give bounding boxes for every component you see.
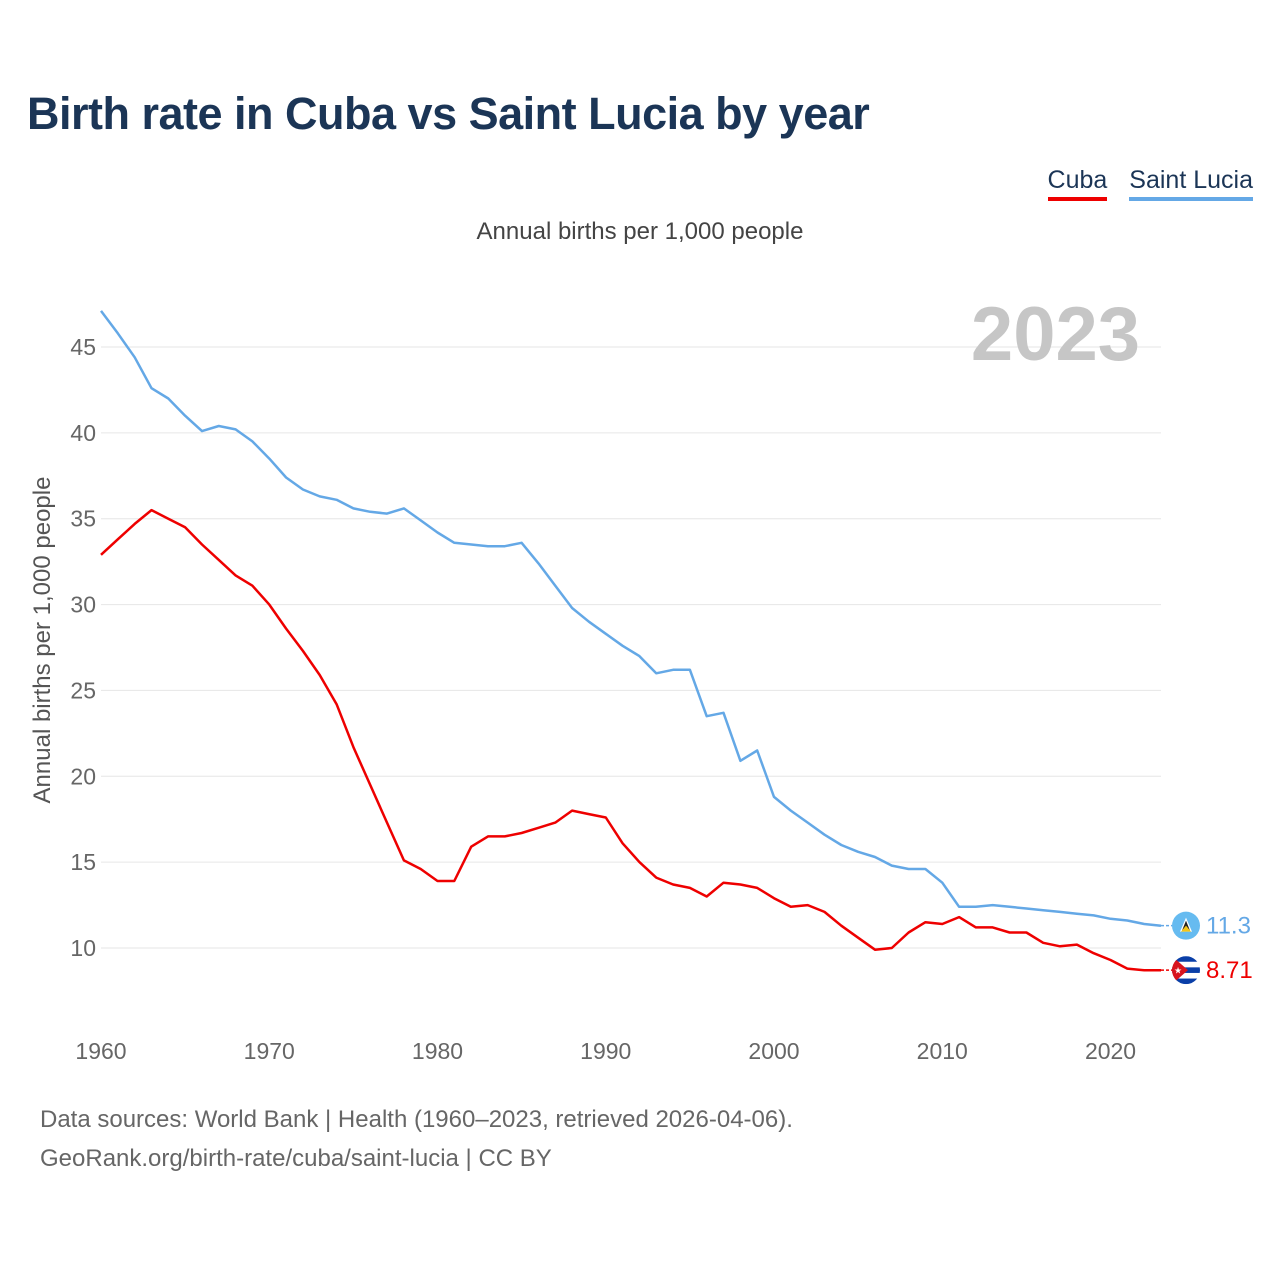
x-tick-label: 1990 [580, 1038, 631, 1064]
x-tick-label: 1970 [244, 1038, 295, 1064]
y-tick-label: 20 [70, 763, 96, 789]
end-value-label-saint-lucia: 11.3 [1206, 913, 1251, 940]
y-tick-label: 25 [70, 677, 96, 703]
legend-item-saint-lucia[interactable]: Saint Lucia [1129, 166, 1253, 201]
x-tick-label: 1960 [75, 1038, 126, 1064]
x-tick-label: 2020 [1085, 1038, 1136, 1064]
chart-title: Birth rate in Cuba vs Saint Lucia by yea… [27, 88, 870, 139]
x-tick-label: 1980 [412, 1038, 463, 1064]
y-tick-label: 15 [70, 849, 96, 875]
footer-source: Data sources: World Bank | Health (1960–… [40, 1106, 793, 1133]
x-tick-label: 2000 [748, 1038, 799, 1064]
end-value-label-cuba: 8.71 [1206, 957, 1253, 984]
series-line-saint-lucia[interactable] [100, 310, 1162, 927]
series-line-cuba[interactable] [100, 508, 1162, 972]
y-tick-label: 40 [70, 420, 96, 446]
flag-icon-saint-lucia [1172, 911, 1200, 940]
legend: Cuba Saint Lucia [1047, 166, 1253, 201]
y-tick-label: 30 [70, 592, 96, 618]
footer-credit: GeoRank.org/birth-rate/cuba/saint-lucia … [40, 1145, 552, 1172]
y-tick-label: 10 [70, 935, 96, 961]
legend-item-cuba[interactable]: Cuba [1047, 166, 1108, 201]
y-tick-label: 35 [70, 506, 96, 532]
svg-text:★: ★ [1174, 967, 1182, 977]
x-tick-label: 2010 [917, 1038, 968, 1064]
chart-subtitle: Annual births per 1,000 people [476, 218, 804, 245]
flag-icon-cuba: ★ [1172, 956, 1200, 985]
year-watermark: 2023 [971, 292, 1140, 377]
y-tick-label: 45 [70, 334, 96, 360]
